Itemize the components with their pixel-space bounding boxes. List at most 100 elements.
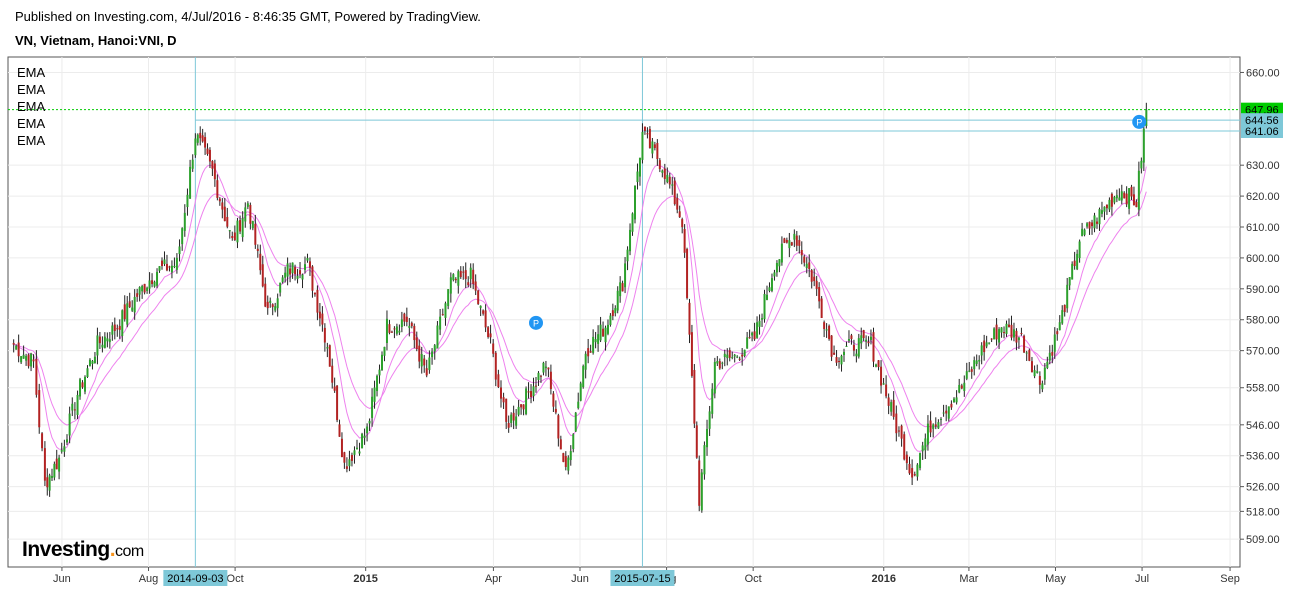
candle-body <box>1113 197 1116 203</box>
candle-body <box>698 460 701 506</box>
candle-body <box>244 207 247 222</box>
candle-body <box>577 401 580 409</box>
candle-body <box>738 358 741 360</box>
candle-body <box>1041 383 1044 390</box>
candle-body <box>291 262 294 274</box>
candle-body <box>616 290 619 311</box>
candle-body <box>963 382 966 392</box>
candle-body <box>398 330 401 333</box>
candle-body <box>773 272 776 277</box>
candle-body <box>1132 194 1135 206</box>
candle-body <box>507 422 510 428</box>
candle-body <box>741 354 744 357</box>
candle-body <box>1083 229 1086 235</box>
candle-body <box>713 361 716 394</box>
x-axis: JunAugOct2015AprJunAugOct2016MarMayJulSe… <box>53 567 1240 586</box>
candle-body <box>173 265 176 267</box>
candle-body <box>624 263 627 288</box>
candle-body <box>970 369 973 372</box>
candle-body <box>126 303 129 325</box>
candle-body <box>648 128 651 149</box>
candle-body <box>249 204 252 224</box>
candle-body <box>348 459 351 467</box>
candle-body <box>895 413 898 434</box>
candle-body <box>840 355 843 365</box>
candle-body <box>862 330 865 338</box>
candle-body <box>321 313 324 325</box>
candle-body <box>544 366 547 369</box>
candle-body <box>153 281 156 287</box>
candle-body <box>554 408 557 413</box>
candle-body <box>631 213 634 232</box>
candle-body <box>651 141 654 154</box>
candle-body <box>376 375 379 392</box>
x-tick-label: 2016 <box>871 573 895 585</box>
candle-body <box>17 342 20 357</box>
candle-body <box>988 342 991 344</box>
x-tick-label: Apr <box>485 573 502 585</box>
candle-body <box>1110 193 1113 207</box>
candle-body <box>512 412 515 421</box>
candle-body <box>838 360 841 362</box>
candle-body <box>148 280 151 289</box>
candle-body <box>686 248 689 299</box>
candle-body <box>678 211 681 218</box>
candle-body <box>823 322 826 329</box>
candle-body <box>55 458 58 470</box>
candle-body <box>356 447 359 450</box>
candle-body <box>885 384 888 397</box>
candle-body <box>452 274 455 280</box>
candle-body <box>106 338 109 342</box>
candle-body <box>808 262 811 269</box>
candle-body <box>1043 367 1046 380</box>
candle-body <box>515 416 518 426</box>
candle-body <box>35 358 38 395</box>
candle-body <box>168 266 171 268</box>
candle-body <box>763 293 766 320</box>
marker-dot <box>529 315 543 330</box>
candle-body <box>181 228 184 245</box>
candle-body <box>482 310 485 314</box>
candle-body <box>626 249 629 262</box>
candle-body <box>143 283 146 293</box>
candle-body <box>1135 201 1138 208</box>
candle-body <box>629 229 632 252</box>
candle-body <box>378 369 381 376</box>
candle-body <box>723 353 726 358</box>
candle-body <box>1051 351 1054 356</box>
candle-body <box>449 277 452 294</box>
candle-body <box>58 457 61 472</box>
candle-body <box>641 131 644 160</box>
candle-body <box>557 415 560 439</box>
candle-body <box>1081 228 1084 236</box>
legend-ema-2: EMA <box>17 82 46 97</box>
candle-body <box>968 370 971 372</box>
candle-body <box>43 448 46 481</box>
candle-body <box>221 202 224 210</box>
candle-body <box>564 455 567 467</box>
candle-body <box>284 272 287 278</box>
candle-body <box>955 397 958 403</box>
candle-body <box>845 345 848 347</box>
candle-body <box>464 270 467 280</box>
candle-body <box>731 357 734 359</box>
candle-body <box>371 396 374 418</box>
candle-body <box>569 451 572 461</box>
candle-body <box>113 324 116 331</box>
candle-body <box>602 328 605 337</box>
candle-body <box>281 277 284 283</box>
candle-body <box>708 411 711 429</box>
ema-line-2 <box>13 191 1147 428</box>
candle-body <box>1093 215 1096 229</box>
candle-body <box>653 144 656 148</box>
date-label-bg <box>610 570 675 586</box>
candle-body <box>175 257 178 270</box>
candle-body <box>1142 128 1145 163</box>
candle-body <box>572 434 575 450</box>
candle-body <box>785 239 788 243</box>
candle-body <box>939 418 942 420</box>
candle-body <box>1023 335 1026 353</box>
candle-body <box>599 324 602 341</box>
candle-body <box>390 331 393 333</box>
candle-body <box>770 278 773 291</box>
